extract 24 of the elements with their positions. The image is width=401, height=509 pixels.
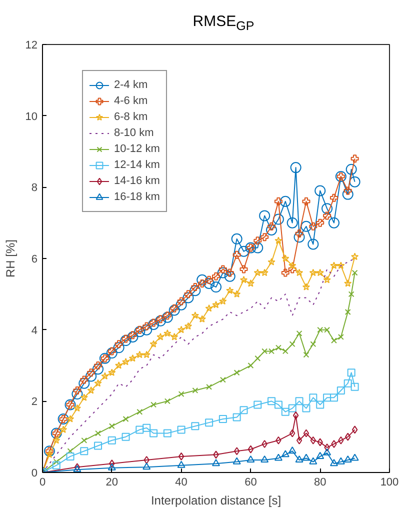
x-tick-label: 80 <box>314 476 326 488</box>
legend-label: 10-12 km <box>114 142 160 157</box>
y-tick-label: 10 <box>25 110 38 123</box>
legend-label: 8-10 km <box>114 126 154 141</box>
legend-label: 2-4 km <box>114 78 148 93</box>
y-tick-label: 8 <box>31 182 38 194</box>
x-axis-title: Interpolation distance [s] <box>150 494 282 508</box>
y-tick-label: 0 <box>31 468 38 480</box>
legend-label: 12-14 km <box>114 158 160 173</box>
y-tick-label: 12 <box>25 40 38 52</box>
legend-label: 14-16 km <box>114 174 160 189</box>
x-tick-label: 60 <box>244 476 257 488</box>
legend-label: 16-18 km <box>114 190 160 205</box>
y-tick-label: 2 <box>31 396 38 408</box>
y-tick-label: 4 <box>31 324 38 337</box>
x-tick-label: 0 <box>39 476 46 488</box>
x-tick-label: 20 <box>106 476 118 488</box>
chart-title: RMSE$_{GP}$ <box>192 12 254 35</box>
x-tick-label: 100 <box>380 476 399 488</box>
legend-label: 6-8 km <box>114 110 148 125</box>
y-tick-label: 6 <box>31 254 38 266</box>
y-axis-title: RH [%] <box>3 239 18 278</box>
x-tick-label: 40 <box>175 476 188 488</box>
legend-label: 4-6 km <box>114 94 148 109</box>
